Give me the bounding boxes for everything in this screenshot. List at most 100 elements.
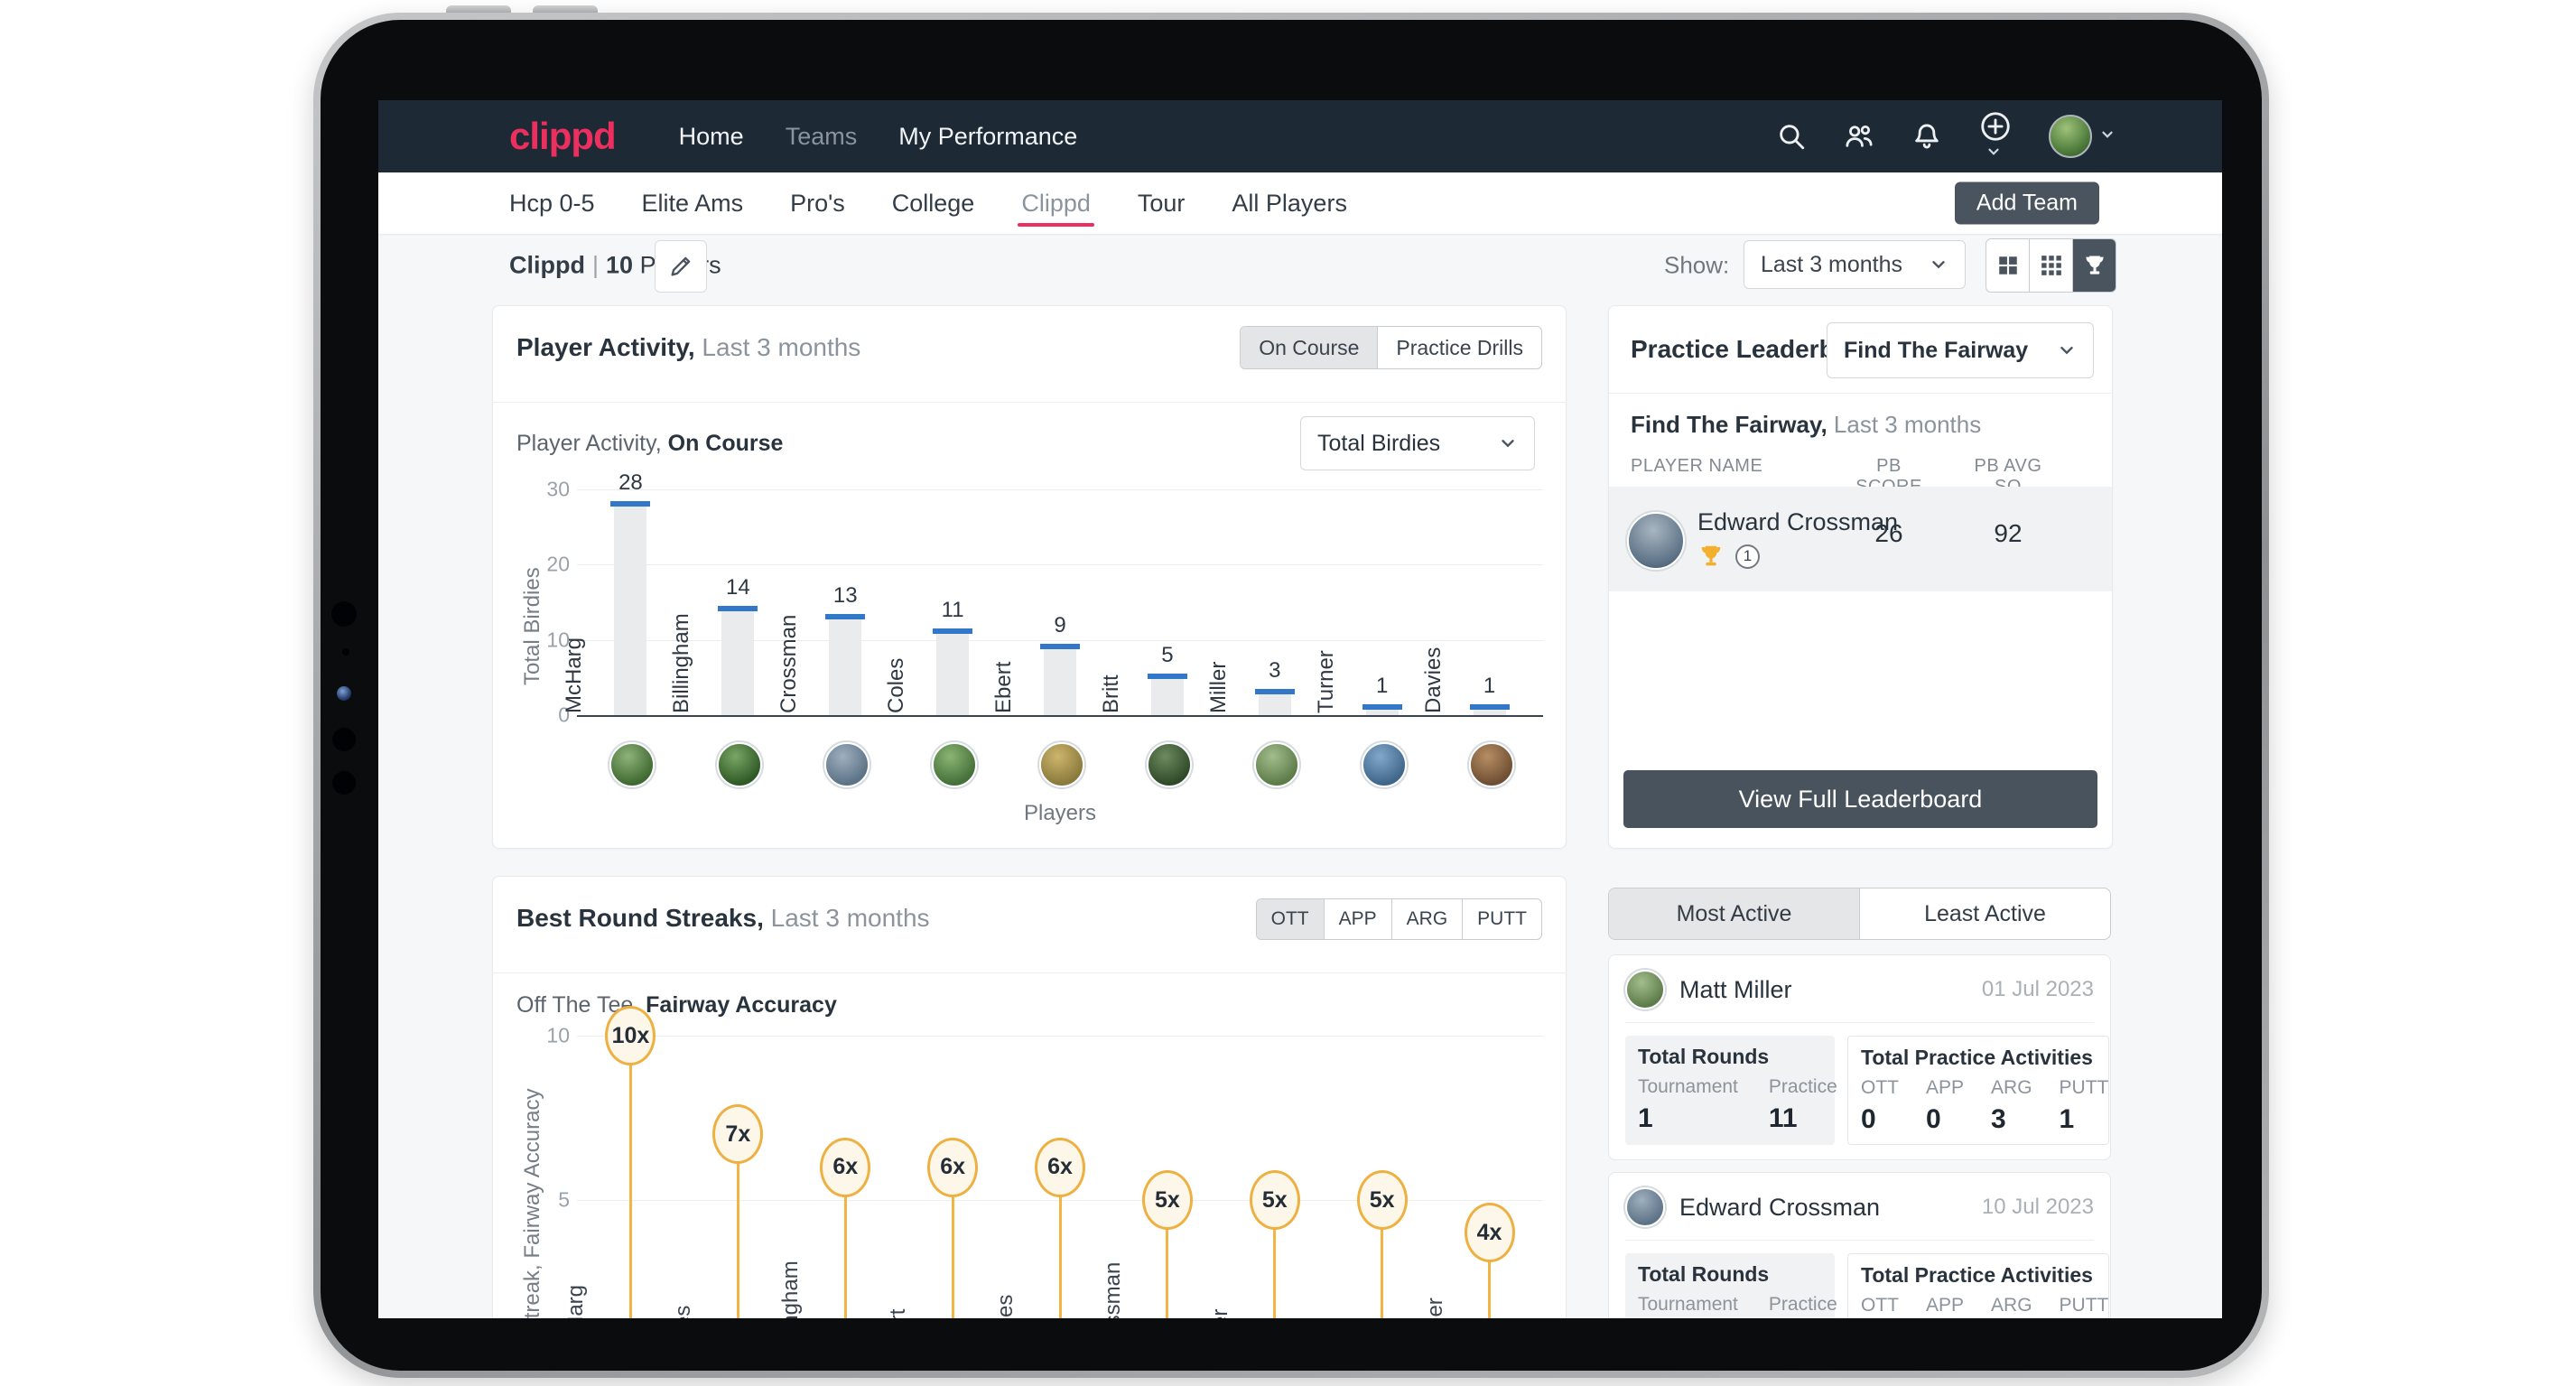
- tab-most-active[interactable]: Most Active: [1609, 888, 1859, 939]
- activity-entries: Matt Miller 01 Jul 2023 Total Rounds Tourna…: [1608, 954, 2111, 1318]
- streak-player-label: Billingham: [778, 1260, 804, 1318]
- toggle-putt[interactable]: PUTT: [1462, 899, 1541, 939]
- player-avatar[interactable]: [717, 742, 763, 787]
- leaderboard-row[interactable]: Edward Crossman 1 26 92: [1609, 487, 2112, 591]
- clippd-logo[interactable]: clippd: [509, 115, 617, 157]
- streak-count-label: 5x: [1154, 1186, 1180, 1213]
- best-round-streaks-card: Best Round Streaks, Last 3 months OTT AP…: [492, 876, 1567, 1318]
- player-avatar[interactable]: [609, 742, 656, 787]
- total-rounds-box: Total Rounds Tournament 1 Practice 11: [1625, 1036, 1837, 1145]
- stat-label: ARG: [1991, 1077, 2032, 1098]
- period-value: Last 3 months: [1761, 251, 1903, 277]
- pencil-icon: [671, 256, 691, 276]
- entry-header: Matt Miller 01 Jul 2023: [1625, 970, 2094, 1009]
- player-avatar[interactable]: [1039, 742, 1084, 787]
- front-camera-icon: [337, 686, 351, 701]
- bar-value-label: 28: [618, 470, 643, 495]
- chart-context: Player Activity, On Course: [516, 431, 784, 456]
- tab-tour[interactable]: Tour: [1137, 190, 1186, 217]
- activity-entry[interactable]: Edward Crossman 10 Jul 2023 Total Rounds To…: [1608, 1172, 2111, 1318]
- tab-elite-ams[interactable]: Elite Ams: [641, 190, 744, 217]
- camera-dot: [342, 648, 349, 656]
- rank-badge: 1: [1735, 544, 1760, 569]
- player-avatar[interactable]: [1361, 742, 1407, 787]
- stat-label: ARG: [1991, 1295, 2032, 1316]
- toggle-practice-drills[interactable]: Practice Drills: [1377, 327, 1541, 368]
- chevron-down-icon: [1932, 261, 1945, 269]
- tablet-bezel: clippd Home Teams My Performance: [321, 20, 2262, 1371]
- streak-stem: [843, 1192, 847, 1318]
- tab-pro-s[interactable]: Pro's: [790, 190, 845, 217]
- toggle-app[interactable]: APP: [1323, 899, 1391, 939]
- bell-icon[interactable]: [1911, 121, 1942, 152]
- grid-3x3-icon: [2041, 256, 2061, 275]
- toggle-arg[interactable]: ARG: [1390, 899, 1463, 939]
- player-avatar[interactable]: [1468, 742, 1514, 787]
- stat-label: APP: [1926, 1077, 1965, 1098]
- nav-link-my-performance[interactable]: My Performance: [898, 122, 1078, 150]
- edit-team-button[interactable]: [655, 240, 707, 293]
- stat-label: APP: [1926, 1295, 1965, 1316]
- bar-cap: [825, 613, 866, 619]
- stat-columns: Tournament 1 Practice 11: [1638, 1076, 1837, 1134]
- streak-point: 5x: [1249, 1170, 1300, 1230]
- nav-link-teams[interactable]: Teams: [785, 122, 858, 150]
- practice-activities-box: Total Practice Activities OTT2 APP3 ARG0 PUT…: [1847, 1253, 2109, 1318]
- stat-column: Tournament2: [1638, 1294, 1738, 1318]
- bar-mcharg: [614, 504, 647, 715]
- tab-clippd[interactable]: Clippd: [1018, 172, 1094, 234]
- add-team-button[interactable]: Add Team: [1954, 181, 2099, 225]
- bar-value-label: 5: [1161, 643, 1174, 668]
- streak-count-label: 5x: [1369, 1186, 1395, 1213]
- metric-dropdown[interactable]: Total Birdies: [1300, 416, 1535, 470]
- y-axis-label: Total Birdies: [520, 567, 544, 685]
- divider: [493, 972, 1566, 973]
- team-tabbar: Hcp 0-5 Elite Ams Pro's College Clippd Tour Al…: [378, 172, 2222, 234]
- bar-player-label: Davies: [1420, 646, 1446, 713]
- streak-point: 5x: [1356, 1170, 1408, 1230]
- activity-entry[interactable]: Matt Miller 01 Jul 2023 Total Rounds Tourna…: [1608, 954, 2111, 1160]
- view-full-leaderboard-button[interactable]: View Full Leaderboard: [1623, 770, 2097, 828]
- view-grid-2x2-button[interactable]: [1986, 239, 2029, 292]
- nav-link-home[interactable]: Home: [678, 122, 744, 150]
- stat-column: OTT2: [1861, 1295, 1899, 1318]
- toggle-ott[interactable]: OTT: [1256, 899, 1324, 939]
- player-avatar[interactable]: [1146, 742, 1192, 787]
- activity-panel: Most Active Least Active Matt Miller 01 J…: [1608, 876, 2111, 1318]
- stat-column: ARG0: [1991, 1295, 2032, 1318]
- period-dropdown[interactable]: Last 3 months: [1744, 240, 1966, 289]
- toggle-on-course[interactable]: On Course: [1241, 327, 1378, 368]
- tab-all-players[interactable]: All Players: [1232, 190, 1347, 217]
- bar-coles: [936, 632, 970, 715]
- practice-activities-box: Total Practice Activities OTT 0 APP 0 ARG 3 PUT…: [1847, 1036, 2109, 1145]
- streak-stem: [1166, 1225, 1169, 1318]
- player-avatar[interactable]: [932, 742, 978, 787]
- player-avatar[interactable]: [1253, 742, 1299, 787]
- stat-label: Practice: [1768, 1294, 1837, 1315]
- bar-player-label: Ebert: [991, 661, 1016, 713]
- player-activity-card: Player Activity, Last 3 months On Course…: [492, 305, 1567, 849]
- x-axis-line: [577, 715, 1543, 717]
- add-circle-icon[interactable]: [1978, 109, 2013, 164]
- leaderboard-context: Find The Fairway, Last 3 months: [1631, 411, 1982, 438]
- stat-value: 11: [1768, 1103, 1798, 1133]
- camera-sensor: [332, 728, 356, 751]
- stat-column: Practice4: [1769, 1294, 1837, 1318]
- gridline: [577, 1036, 1543, 1037]
- tab-hcp-0-5[interactable]: Hcp 0-5: [509, 190, 595, 217]
- search-icon[interactable]: [1776, 121, 1807, 152]
- bar-player-label: Billingham: [669, 613, 694, 713]
- view-trophy-button[interactable]: [2072, 239, 2116, 292]
- view-grid-3x3-button[interactable]: [2029, 239, 2072, 292]
- y-axis-label: Best Streak, Fairway Accuracy: [520, 1088, 544, 1318]
- navbar-links: Home Teams My Performance: [679, 123, 1078, 151]
- bar-crossman: [829, 617, 862, 715]
- leaderboard-dropdown[interactable]: Find The Fairway: [1827, 322, 2094, 378]
- divider: [493, 402, 1566, 403]
- streak-player-label: Miller: [1208, 1309, 1233, 1318]
- tab-college[interactable]: College: [891, 190, 975, 217]
- tab-least-active[interactable]: Least Active: [1859, 888, 2110, 939]
- player-avatar[interactable]: [824, 742, 870, 787]
- profile-menu[interactable]: [2049, 115, 2116, 158]
- users-icon[interactable]: [1843, 121, 1875, 152]
